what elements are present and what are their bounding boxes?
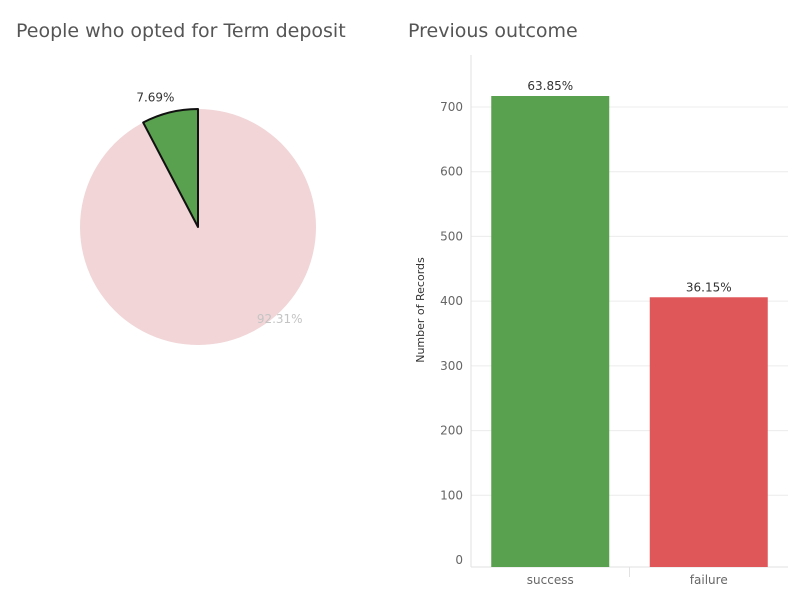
bar-success[interactable] [491, 95, 610, 568]
bar-data-label: 63.85% [527, 79, 573, 93]
y-tick-label: 600 [440, 165, 463, 179]
pie-chart: 7.69% 92.31% [79, 91, 317, 346]
y-tick-label: 700 [440, 100, 463, 114]
y-tick-label: 200 [440, 424, 463, 438]
y-tick-label: 100 [440, 488, 463, 502]
bar-failure[interactable] [649, 297, 768, 567]
y-tick-label: 0 [455, 553, 463, 567]
x-tick-label: failure [690, 573, 728, 587]
pie-label-0: 7.69% [136, 91, 174, 105]
bar-chart: 0 100 200 300 400 500 600 700 Number of Records 6… [414, 55, 788, 587]
y-axis-title: Number of Records [414, 257, 427, 363]
x-tick-label: success [527, 573, 574, 587]
pie-slice-0[interactable] [142, 108, 199, 228]
y-tick-label: 300 [440, 359, 463, 373]
pie-label-1: 92.31% [257, 312, 303, 326]
bar-chart-title: Previous outcome [408, 20, 578, 42]
y-tick-label: 500 [440, 229, 463, 243]
y-tick-label: 400 [440, 294, 463, 308]
bar-data-label: 36.15% [686, 280, 732, 294]
pie-chart-title: People who opted for Term deposit [16, 20, 346, 42]
